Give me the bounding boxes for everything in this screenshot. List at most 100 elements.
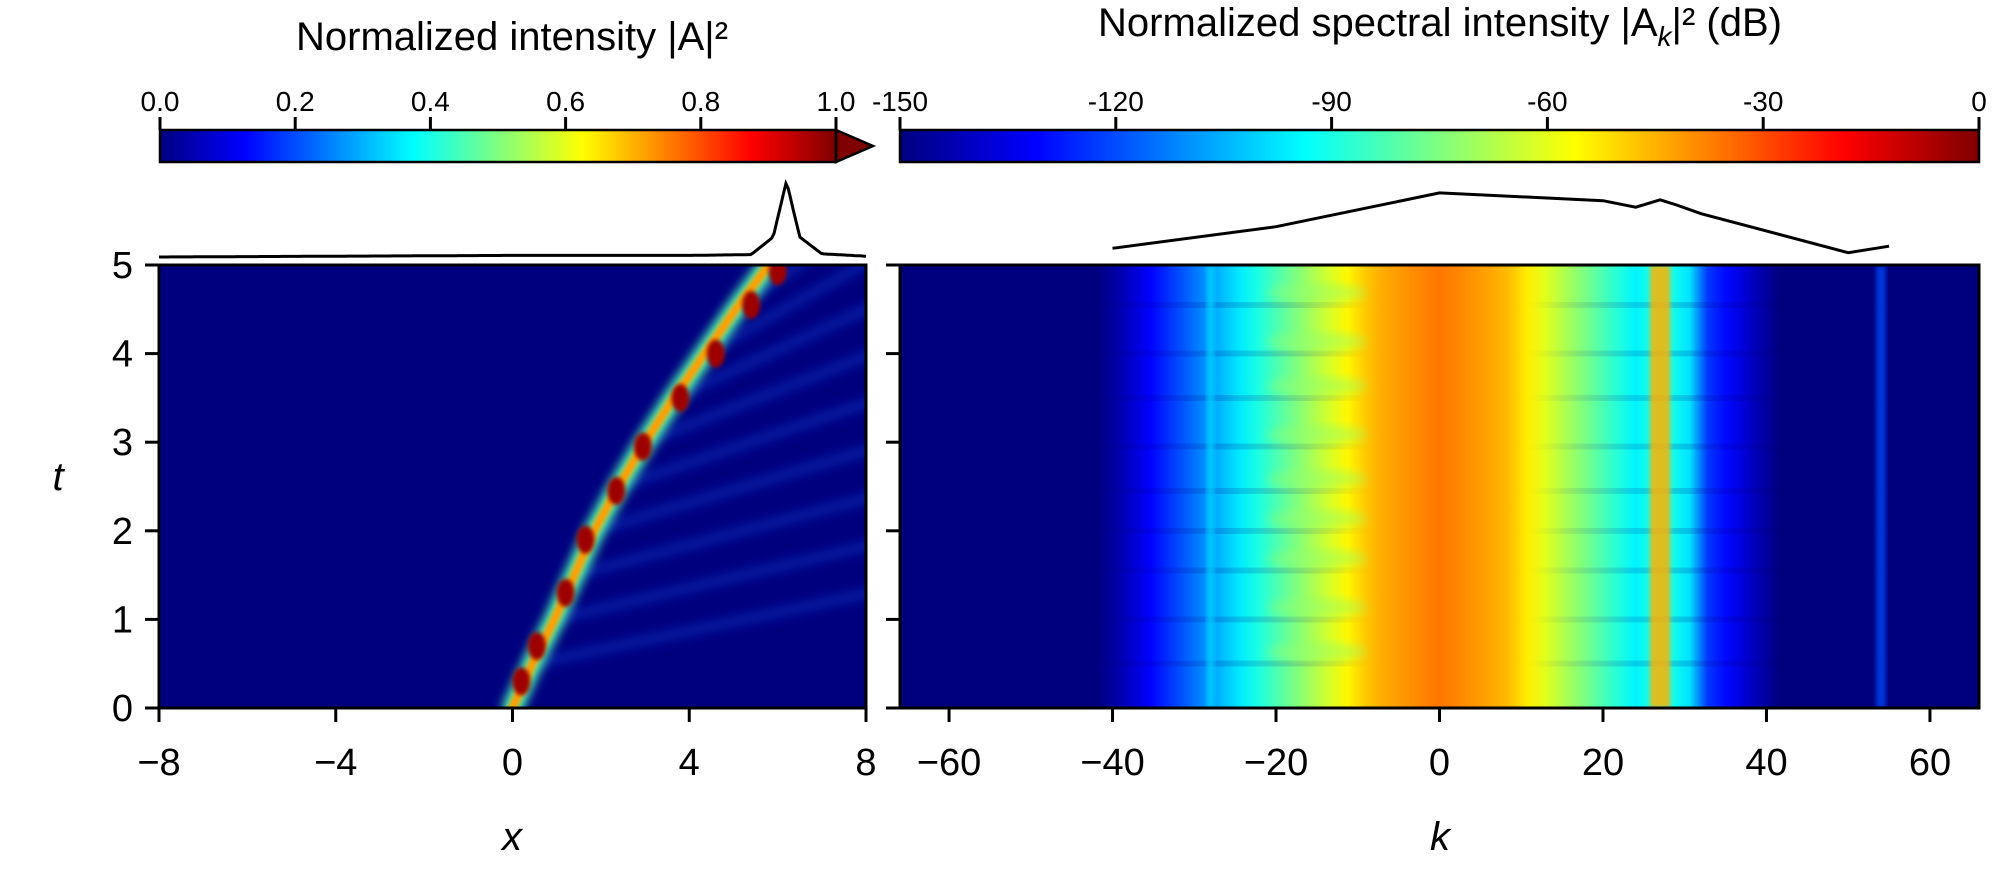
intensity-y-tick-label: 3 xyxy=(112,422,133,464)
spectrum-finger-right xyxy=(1529,395,1947,400)
spectrum-finger-right xyxy=(1529,661,1947,666)
spectrum-finger-left xyxy=(1014,661,1366,666)
spectrum-finger-left xyxy=(1014,444,1366,449)
spectrum-finger-left xyxy=(1014,617,1366,622)
intensity-colorbar-tick-label: 0.0 xyxy=(141,86,180,117)
intensity-profile xyxy=(159,178,867,259)
spectrum-profile-line xyxy=(1112,191,1890,255)
intensity-colorbar-tick-label: 0.8 xyxy=(681,86,720,117)
intensity-x-ticks: −8 −4 0 4 8 xyxy=(137,708,877,784)
intensity-panel: Normalized intensity |A|² 0.0 0.2 0.4 0.6 0.… xyxy=(52,15,877,859)
spectrum-lobe xyxy=(1266,332,1367,351)
spectrum-x-ticks: −60 −40 −20 0 20 40 60 xyxy=(917,708,1951,784)
spectrum-finger-right xyxy=(1529,444,1947,449)
spectrum-finger-left xyxy=(1014,528,1366,533)
spectrum-lobe xyxy=(1266,642,1367,661)
spectrum-band xyxy=(1096,265,1816,708)
spectrum-finger-right xyxy=(1529,617,1947,622)
spectrum-finger-right xyxy=(1529,568,1947,573)
spectrum-colorbar-fill xyxy=(900,130,1979,162)
intensity-fringe xyxy=(643,350,866,447)
spectrum-colorbar-tick-label: -90 xyxy=(1311,86,1351,117)
soliton-peak xyxy=(527,631,546,660)
spectrum-lobe xyxy=(1266,376,1367,395)
soliton-peak xyxy=(556,578,575,607)
soliton-peak xyxy=(706,339,725,368)
intensity-fringe xyxy=(592,445,866,536)
spectrum-lobe xyxy=(1266,469,1367,488)
spectrum-lobe xyxy=(1266,283,1367,302)
intensity-x-tick-label: 4 xyxy=(679,742,700,784)
intensity-x-tick-label: 0 xyxy=(502,742,523,784)
spectrum-finger-right xyxy=(1529,528,1947,533)
intensity-fringe xyxy=(671,303,866,403)
spectrum-x-tick-label: 20 xyxy=(1582,742,1624,784)
spectrum-finger-right xyxy=(1529,302,1947,307)
spectrum-title: Normalized spectral intensity |Ak|² (dB) xyxy=(1098,1,1782,52)
spectrum-lobe xyxy=(1266,509,1367,528)
soliton-peak xyxy=(607,476,626,505)
spectrum-colorbar-tick-label: -150 xyxy=(872,86,928,117)
intensity-x-label: x xyxy=(500,815,524,859)
spectrum-resonant-line xyxy=(1650,265,1671,708)
spectrum-colorbar-tick-label: -60 xyxy=(1527,86,1567,117)
spectrum-finger-left xyxy=(1014,395,1366,400)
intensity-colorbar-tick-label: 0.6 xyxy=(546,86,585,117)
spectrum-secondary-line xyxy=(1206,265,1215,708)
intensity-y-tick-label: 4 xyxy=(112,334,133,376)
intensity-y-tick-label: 0 xyxy=(112,688,133,730)
spectrum-x-tick-label: −40 xyxy=(1080,742,1144,784)
intensity-profile-line xyxy=(159,178,867,259)
spectrum-x-tick-label: −60 xyxy=(917,742,981,784)
intensity-x-tick-label: 8 xyxy=(855,742,876,784)
spectrum-far-line xyxy=(1875,265,1886,708)
spectrum-lobe xyxy=(1266,549,1367,568)
intensity-fringe xyxy=(702,265,866,358)
intensity-fringe xyxy=(553,540,866,625)
spectrum-lobe xyxy=(1266,598,1367,617)
spectrum-y-ticks xyxy=(886,263,900,710)
intensity-heatmap xyxy=(159,265,866,708)
intensity-colorbar-tick-label: 0.4 xyxy=(411,86,450,117)
intensity-title: Normalized intensity |A|² xyxy=(296,15,728,59)
intensity-y-tick-label: 1 xyxy=(112,599,133,641)
spectrum-colorbar-ticks: -150 -120 -90 -60 -30 0 xyxy=(872,86,1987,130)
soliton-peak xyxy=(512,667,531,696)
intensity-colorbar-fill xyxy=(160,130,836,162)
intensity-colorbar-tick-label: 1.0 xyxy=(817,86,856,117)
spectrum-x-tick-label: 40 xyxy=(1745,742,1787,784)
spectrum-colorbar-tick-label: -120 xyxy=(1088,86,1144,117)
spectrum-finger-right xyxy=(1529,488,1947,493)
spectrum-heatmap xyxy=(900,265,1979,708)
intensity-x-tick-label: −4 xyxy=(314,742,357,784)
intensity-fringe xyxy=(616,397,866,492)
spectrum-x-tick-label: 60 xyxy=(1909,742,1951,784)
intensity-colorbar-tick-label: 0.2 xyxy=(276,86,315,117)
intensity-colorbar-ticks: 0.0 0.2 0.4 0.6 0.8 1.0 xyxy=(141,86,856,130)
spectrum-modulation-fingers xyxy=(1014,283,1947,666)
intensity-y-tick-label: 5 xyxy=(112,245,133,287)
spectrum-panel: Normalized spectral intensity |Ak|² (dB)… xyxy=(872,1,1987,859)
spectrum-finger-left xyxy=(1014,568,1366,573)
soliton-peak xyxy=(742,290,761,319)
spectrum-finger-left xyxy=(1014,302,1366,307)
intensity-fringes xyxy=(531,265,866,669)
intensity-colorbar-extend-arrow xyxy=(834,128,877,164)
soliton-peak xyxy=(671,383,690,412)
intensity-fringe xyxy=(531,588,866,669)
spectrum-x-tick-label: 0 xyxy=(1429,742,1450,784)
spectrum-x-label: k xyxy=(1430,815,1452,859)
spectrum-x-tick-label: −20 xyxy=(1244,742,1308,784)
spectrum-finger-left xyxy=(1014,488,1366,493)
spectrum-colorbar-tick-label: 0 xyxy=(1971,86,1987,117)
spectrum-finger-right xyxy=(1529,351,1947,356)
intensity-x-tick-label: −8 xyxy=(137,742,180,784)
spectrum-lines xyxy=(1206,265,1886,708)
intensity-y-tick-label: 2 xyxy=(112,511,133,553)
intensity-y-ticks: 0 1 2 3 4 5 xyxy=(112,245,159,730)
spectrum-colorbar: -150 -120 -90 -60 -30 0 xyxy=(872,86,1987,164)
spectrum-profile xyxy=(1112,191,1890,255)
spectrum-lobe xyxy=(1266,425,1367,444)
soliton-peaks xyxy=(512,265,787,696)
